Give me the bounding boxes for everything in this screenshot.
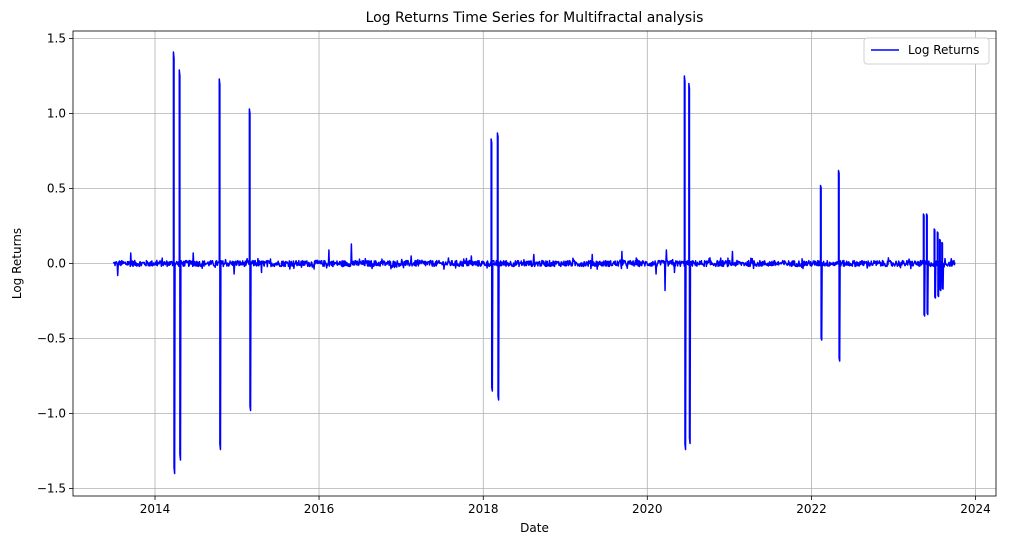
x-tick-label: 2018 bbox=[468, 502, 499, 516]
y-tick-label: −0.5 bbox=[37, 332, 66, 346]
y-axis-label: Log Returns bbox=[10, 228, 24, 299]
plot-area bbox=[112, 51, 956, 475]
x-tick-label: 2024 bbox=[960, 502, 991, 516]
y-tick-label: −1.0 bbox=[37, 407, 66, 421]
legend: Log Returns bbox=[863, 37, 990, 65]
x-tick-label: 2022 bbox=[796, 502, 827, 516]
x-tick-label: 2014 bbox=[140, 502, 171, 516]
y-tick-label: 1.5 bbox=[47, 32, 66, 46]
y-tick-label: 1.0 bbox=[47, 107, 66, 121]
x-axis: 2014 2016 2018 2020 2022 2024 bbox=[140, 496, 991, 516]
chart-title: Log Returns Time Series for Multifractal… bbox=[366, 10, 704, 26]
x-tick-label: 2016 bbox=[304, 502, 335, 516]
x-axis-label: Date bbox=[520, 521, 549, 535]
y-tick-label: 0.5 bbox=[47, 182, 66, 196]
series-line-log-returns bbox=[112, 51, 956, 475]
y-tick-label: 0.0 bbox=[47, 257, 66, 271]
x-tick-label: 2020 bbox=[632, 502, 663, 516]
y-axis: −1.5 −1.0 −0.5 0.0 0.5 1.0 1.5 bbox=[37, 32, 73, 496]
y-tick-label: −1.5 bbox=[37, 482, 66, 496]
legend-label-log-returns: Log Returns bbox=[908, 43, 979, 57]
legend-box bbox=[863, 37, 990, 65]
